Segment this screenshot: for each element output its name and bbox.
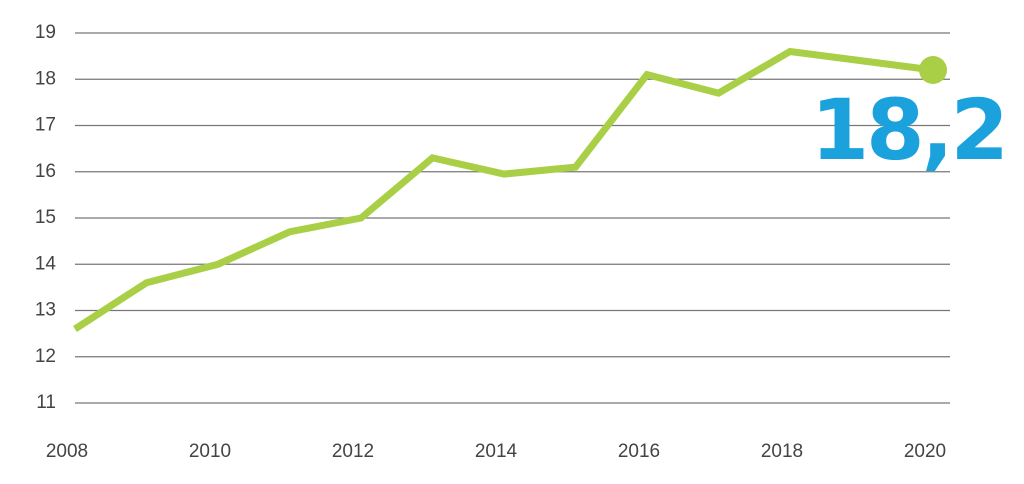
x-tick-label: 2016 bbox=[618, 441, 660, 462]
x-tick-label: 2012 bbox=[332, 441, 374, 462]
y-tick-label: 13 bbox=[35, 300, 56, 321]
y-tick-label: 16 bbox=[35, 161, 56, 182]
x-tick-label: 2014 bbox=[475, 441, 518, 462]
x-tick-label: 2010 bbox=[189, 441, 231, 462]
end-point bbox=[919, 56, 947, 84]
y-tick-label: 14 bbox=[35, 253, 57, 274]
x-tick-label: 2020 bbox=[904, 441, 946, 462]
y-tick-label: 18 bbox=[35, 68, 56, 89]
y-tick-label: 19 bbox=[35, 22, 56, 43]
y-tick-label: 12 bbox=[35, 346, 56, 367]
data-line bbox=[73, 47, 934, 332]
x-tick-label: 2018 bbox=[761, 441, 803, 462]
value-label: 18,2 bbox=[811, 81, 1006, 179]
y-tick-label: 11 bbox=[36, 392, 56, 413]
x-tick-label: 2008 bbox=[46, 441, 88, 462]
y-tick-label: 15 bbox=[35, 207, 56, 228]
y-tick-label: 17 bbox=[35, 115, 56, 136]
